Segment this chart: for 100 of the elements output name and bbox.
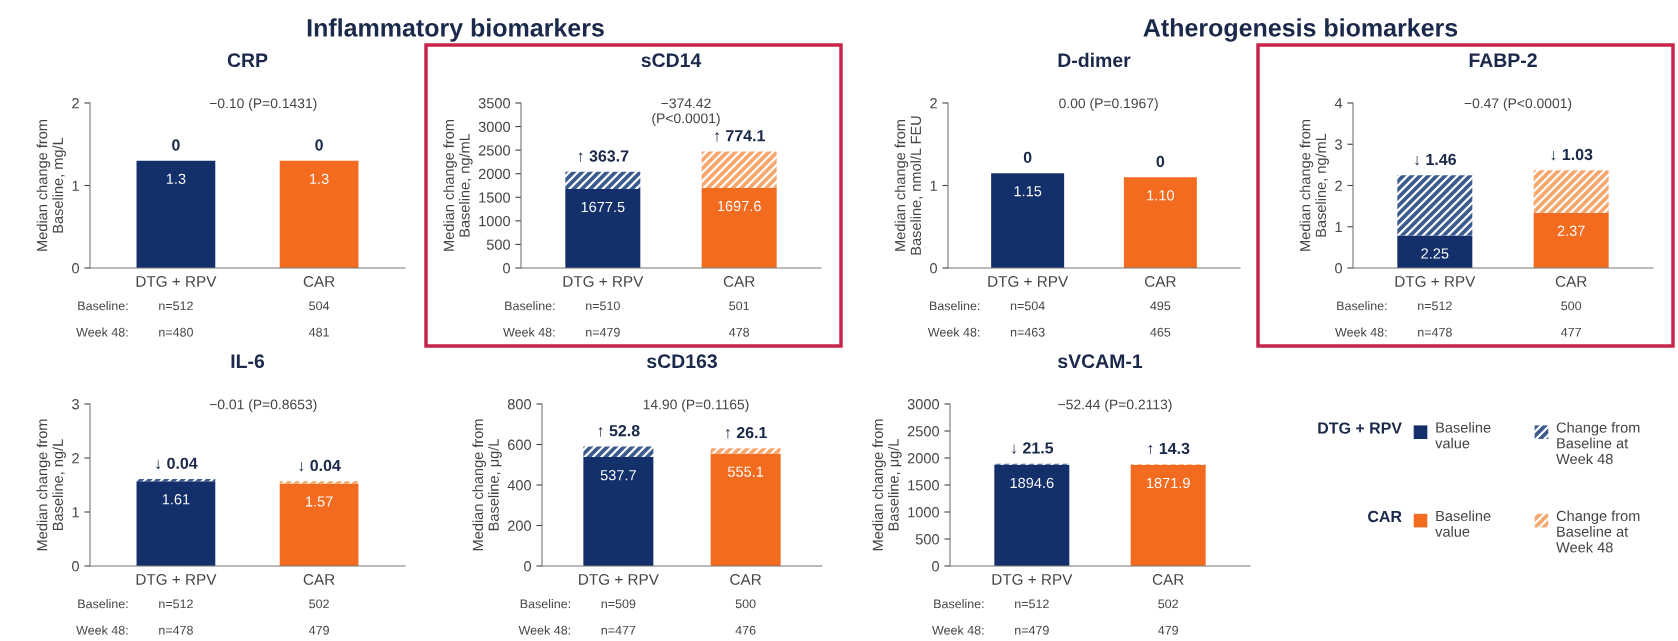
total-label: 2.25	[1421, 248, 1449, 259]
x-tick-label: DTG + RPV	[579, 574, 659, 585]
data-label: 1.3	[166, 173, 186, 184]
text: Week 48:	[927, 327, 980, 337]
text: n=478	[1418, 327, 1452, 337]
data-label: 1.3	[310, 173, 329, 184]
y-tick-label: 2	[72, 453, 79, 464]
y-tick-label: 2500	[478, 145, 511, 156]
data-label: 555.1	[727, 466, 764, 477]
data-label: 537.7	[600, 470, 636, 481]
data-label: ↑ 26.1	[726, 426, 767, 439]
y-tick-label: 0	[930, 263, 938, 274]
text: 479	[308, 625, 329, 635]
text: n=478	[159, 625, 193, 635]
x-tick-label: CAR	[1555, 276, 1587, 287]
y-tick-label: 1	[930, 180, 937, 191]
chart-subtitle: 14.90 (P=0.1165)	[643, 399, 749, 413]
bar	[710, 448, 781, 454]
x-tick-label: DTG + RPV	[136, 276, 217, 287]
text: 476	[735, 625, 756, 635]
chart-subtitle: −0.10 (P=0.1431)	[209, 98, 317, 111]
chart-title: sCD14	[641, 53, 702, 68]
x-tick-label: CAR	[1145, 276, 1176, 287]
text: Baseline:	[505, 301, 555, 311]
y-tick-label: 600	[507, 439, 532, 450]
text: 501	[729, 301, 749, 311]
x-tick-label: CAR	[723, 276, 755, 287]
text: n=463	[1010, 327, 1045, 337]
text: Baseline:	[78, 599, 128, 609]
y-tick-label: 1	[72, 180, 79, 191]
data-label: ↑ 363.7	[578, 150, 629, 162]
x-tick-label: CAR	[730, 574, 762, 585]
text: Week 48:	[518, 625, 570, 635]
text: Week 48:	[1335, 327, 1387, 337]
y-tick-label: 2500	[907, 426, 940, 437]
y-tick-label: 1	[72, 507, 79, 518]
y-tick-label: 2000	[907, 453, 940, 464]
text: n=477	[601, 625, 636, 635]
chart-subtitle: −52.44 (P=0.2113)	[1058, 399, 1172, 413]
text: 502	[1158, 599, 1178, 609]
text: n=480	[159, 327, 193, 337]
data-label: 1.15	[1014, 186, 1042, 197]
y-tick-label: 2	[1335, 180, 1342, 191]
x-tick-label: DTG + RPV	[1395, 276, 1476, 287]
text: Baseline:	[930, 301, 980, 311]
text: n=512	[159, 599, 193, 609]
text: Baseline:	[934, 599, 984, 609]
chart-title: FABP-2	[1469, 53, 1537, 67]
data-label: ↑ 52.8	[598, 425, 640, 437]
y-axis-title: Median change from Baseline, nmol/L FEU	[894, 116, 923, 255]
y-axis-title: Median change from Baseline, ng/L	[36, 419, 66, 551]
text: Week 48:	[503, 327, 555, 337]
x-tick-label: DTG + RPV	[992, 574, 1073, 585]
y-tick-label: 0	[72, 561, 80, 572]
text: n=510	[586, 301, 620, 311]
text: CAR	[1368, 510, 1402, 523]
text: Baseline:	[1337, 301, 1387, 311]
text: Change from Baseline at Week 48	[1556, 510, 1640, 553]
data-label: ↓ 1.46	[1415, 153, 1456, 166]
y-tick-label: 1000	[908, 507, 940, 518]
bar	[1533, 170, 1609, 213]
text: Baseline value	[1435, 510, 1491, 537]
text: 481	[308, 327, 329, 337]
chart-title: sVCAM-1	[1058, 354, 1143, 369]
y-tick-label: 500	[915, 534, 940, 545]
bar	[1397, 175, 1473, 236]
total-label: 1.57	[306, 496, 333, 507]
data-label: 0	[1156, 155, 1165, 168]
y-axis-title: Median change from Baseline, μg/L	[472, 419, 502, 551]
y-tick-label: 1000	[479, 215, 511, 227]
text: Week 48:	[932, 625, 984, 635]
text: Change from Baseline at Week 48	[1556, 422, 1640, 465]
x-tick-label: CAR	[1152, 574, 1184, 585]
text: 478	[729, 327, 750, 337]
text: n=512	[1015, 599, 1049, 609]
text: Atherogenesis biomarkers	[1143, 18, 1458, 42]
text: DTG + RPV	[1318, 422, 1402, 434]
data-label: 0	[1023, 151, 1032, 164]
bar	[1397, 235, 1473, 268]
y-tick-label: 4	[1334, 98, 1343, 109]
y-tick-label: 200	[507, 520, 532, 531]
y-tick-label: 3000	[478, 121, 511, 132]
text: 495	[1150, 301, 1171, 311]
y-tick-label: 3	[72, 399, 79, 410]
y-tick-label: 3	[1335, 139, 1342, 150]
y-tick-label: 0	[503, 263, 511, 274]
chart-subtitle: −0.01 (P=0.8653)	[209, 399, 317, 413]
y-axis-title: Median change from Baseline, ng/mL	[1299, 119, 1329, 251]
text: n=512	[1418, 301, 1452, 311]
text: Week 48:	[76, 625, 128, 635]
y-tick-label: 1500	[908, 480, 940, 491]
bar	[710, 453, 781, 566]
y-tick-label: 2	[930, 98, 937, 109]
data-label: 1871.9	[1146, 477, 1190, 489]
x-tick-label: CAR	[303, 574, 335, 585]
x-tick-label: DTG + RPV	[988, 276, 1069, 287]
chart-subtitle: 0.00 (P=0.1967)	[1059, 98, 1158, 111]
y-tick-label: 0	[524, 561, 532, 572]
chart-title: sCD163	[647, 354, 717, 369]
data-label: 0	[315, 139, 323, 151]
